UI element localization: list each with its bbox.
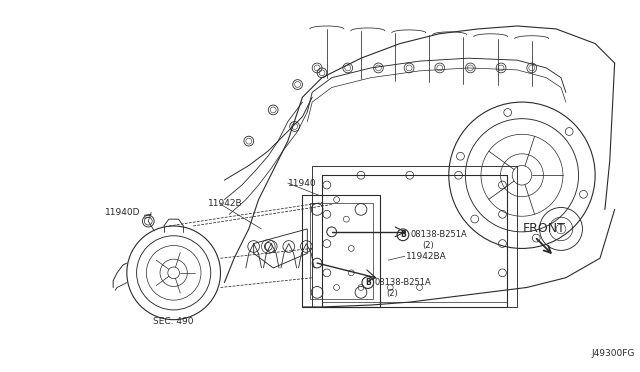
Text: J49300FG: J49300FG [591,349,635,358]
Text: 11942BA: 11942BA [406,252,447,261]
Text: SEC. 490: SEC. 490 [154,317,194,326]
Text: FRONT: FRONT [523,222,566,235]
Text: 11940D: 11940D [106,208,141,217]
Text: B: B [400,230,406,239]
Text: B: B [365,278,371,287]
Text: (2): (2) [387,289,398,298]
Text: 08138-B251A: 08138-B251A [374,278,431,287]
Text: 11940: 11940 [288,179,316,187]
Text: (2): (2) [422,241,434,250]
Text: 08138-B251A: 08138-B251A [411,230,467,239]
Text: 11942B: 11942B [208,199,243,208]
